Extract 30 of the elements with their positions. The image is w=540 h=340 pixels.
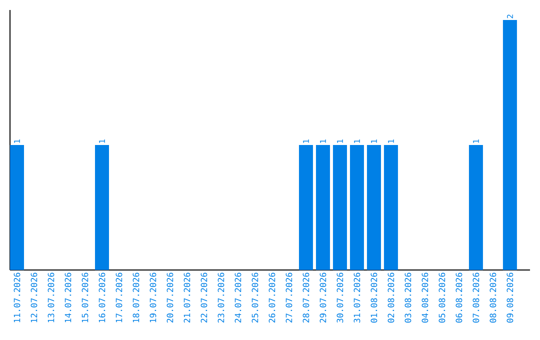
x-tick-label: 17.07.2026: [116, 272, 122, 322]
x-tick-label: 30.07.2026: [336, 272, 344, 323]
x-tick-label: 11.07.2026: [14, 272, 20, 322]
x-tick-label: 26.07.2026: [268, 272, 276, 323]
x-tick-label: 28.07.2026: [302, 272, 310, 323]
x-tick-label: 25.07.2026: [252, 272, 258, 323]
x-tick-label: 16.07.2026: [98, 272, 106, 322]
x-tick-label: 21.07.2026: [184, 272, 190, 323]
x-tick-label: 06.08.2026: [456, 272, 462, 323]
x-tick-label: 14.07.2026: [64, 272, 72, 322]
x-tick-label: 05.08.2026: [438, 272, 446, 323]
x-tick-label: 18.07.2026: [132, 272, 140, 322]
x-tick-label: 04.08.2026: [422, 272, 428, 323]
x-tick-label: 07.08.2026: [472, 272, 480, 323]
x-tick-label: 08.08.2026: [490, 272, 496, 323]
x-tick-label: 02.08.2026: [388, 272, 394, 323]
x-tick-label: 13.07.2026: [48, 272, 54, 322]
x-tick-label: 23.07.2026: [218, 272, 224, 323]
x-tick-label: 12.07.2026: [30, 272, 38, 322]
x-tick-label: 19.07.2026: [150, 272, 156, 322]
x-tick-label: 22.07.2026: [200, 272, 208, 323]
x-tick-label: 09.08.2026: [506, 272, 514, 323]
x-tick-label: 15.07.2026: [82, 272, 88, 322]
x-tick-label: 27.07.2026: [286, 272, 292, 323]
x-tick-label: 31.07.2026: [354, 272, 360, 323]
x-tick-label: 20.07.2026: [166, 272, 174, 323]
x-tick-label: 29.07.2026: [320, 272, 326, 323]
x-tick-label: 01.08.2026: [370, 272, 378, 323]
x-tick-label: 24.07.2026: [234, 272, 242, 323]
x-tick-label: 03.08.2026: [404, 272, 412, 323]
